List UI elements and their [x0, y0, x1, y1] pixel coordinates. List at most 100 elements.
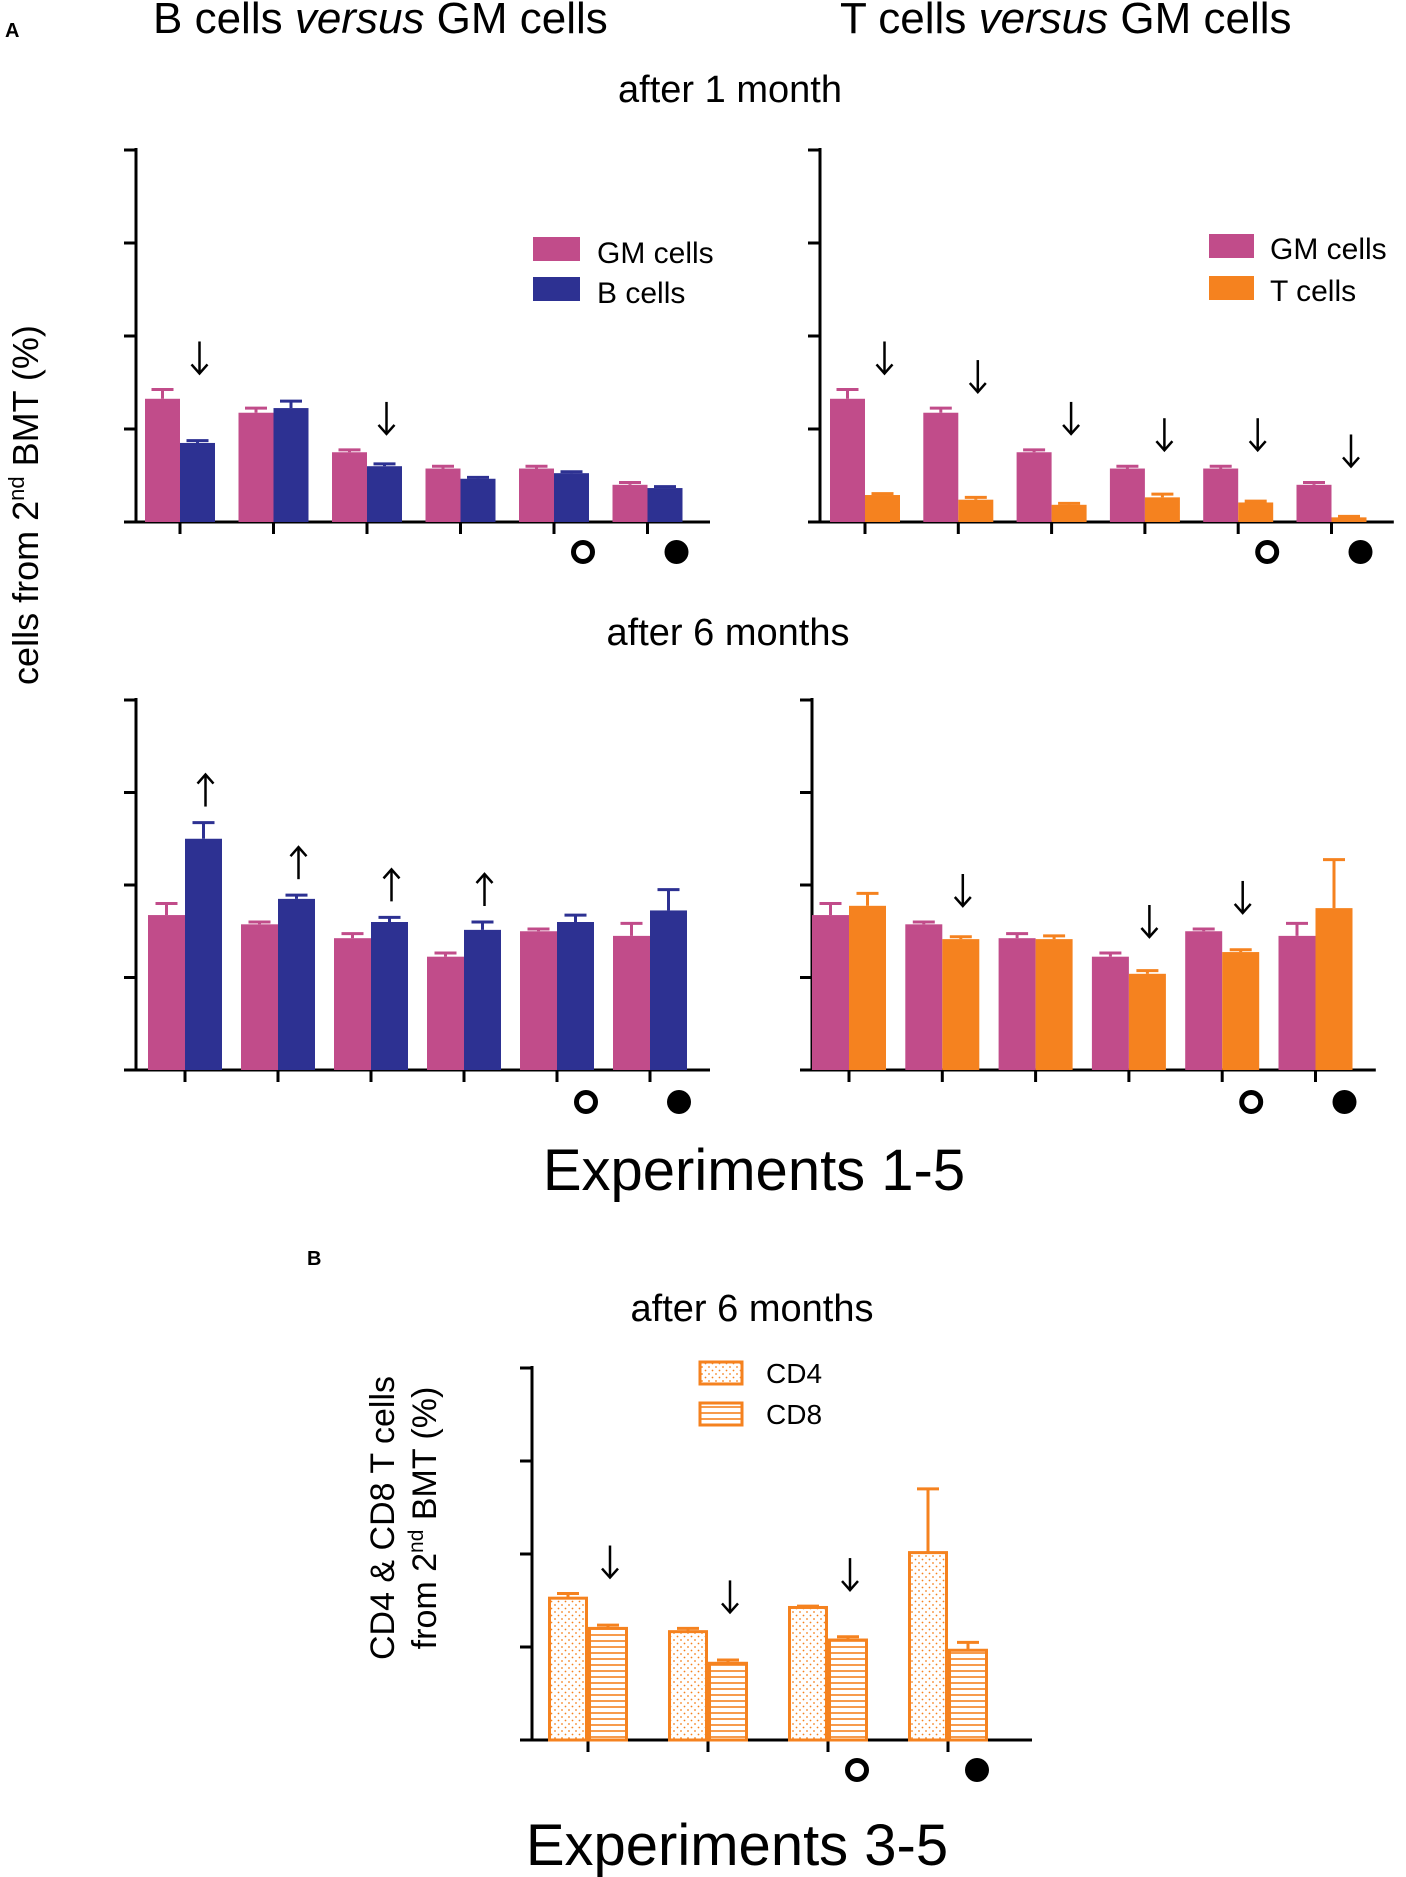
- bar-gm-cells: [425, 468, 461, 522]
- bar-gm-cells: [1109, 468, 1145, 522]
- arrow-down-head: [601, 1567, 619, 1580]
- bar-t-cells: [1238, 502, 1274, 522]
- bar-gm-cells: [1278, 935, 1316, 1070]
- arrow-up-head: [289, 845, 308, 858]
- bar-gm-cells: [148, 915, 185, 1070]
- bar-gm-cells: [334, 938, 371, 1070]
- bar-gm-cells: [923, 412, 959, 522]
- bar-cd4: [668, 1630, 708, 1742]
- bar-gm-cells: [612, 484, 648, 522]
- legend-label-cd4: CD4: [766, 1358, 822, 1389]
- bar-cd8: [588, 1626, 628, 1742]
- bar-gm-cells: [427, 956, 464, 1070]
- bar-t-cells: [958, 499, 994, 522]
- legend-swatch-gm: [1209, 234, 1254, 258]
- legend-label-gm: GM cells: [1270, 233, 1387, 266]
- open-circle-marker: [1255, 540, 1280, 564]
- bar-gm-cells: [812, 915, 849, 1070]
- y-label-b-post: BMT (%): [406, 1387, 444, 1530]
- arrow-down-head: [377, 424, 396, 436]
- title-b-versus-gm: B cells versus GM cells: [153, 0, 608, 43]
- chart-t-cells-1-month: [808, 148, 1394, 564]
- bar-cd8: [708, 1661, 748, 1742]
- subtitle-after-6-months: after 6 months: [607, 612, 850, 654]
- y-label-b-sup: nd: [405, 1530, 428, 1553]
- title-b-right: GM cells: [424, 0, 607, 43]
- arrow-down-head: [953, 896, 972, 908]
- bar-t-cells: [1315, 908, 1353, 1070]
- bar-b-cells: [371, 922, 408, 1070]
- bar-t-cells: [1222, 952, 1260, 1070]
- bar-gm-cells: [905, 924, 943, 1070]
- legend-label-gm: GM cells: [597, 237, 714, 270]
- bar-gm-cells: [613, 935, 650, 1070]
- y-axis-label-b-line2: from 2nd BMT (%): [405, 1387, 444, 1650]
- panel-a-label: A: [5, 20, 19, 42]
- arrow-down-head: [841, 1580, 859, 1592]
- legend-cd4-cd8: CD4 CD8: [698, 1358, 822, 1430]
- bar-cd4: [788, 1605, 828, 1742]
- arrow-down-head: [875, 363, 894, 376]
- y-label-b-pre: from 2: [406, 1553, 444, 1649]
- bar-t-cells: [942, 939, 980, 1070]
- bar-cd8: [948, 1648, 988, 1742]
- bar-b-cells: [464, 929, 501, 1070]
- bar-cd8: [828, 1638, 868, 1742]
- bar-t-cells: [1128, 973, 1166, 1070]
- arrow-down-head: [1062, 424, 1081, 436]
- bar-gm-cells: [1203, 468, 1239, 522]
- open-circle-marker: [571, 540, 595, 564]
- legend-label-b: B cells: [597, 277, 685, 310]
- chart-t-cells-6-months: [800, 698, 1376, 1114]
- arrow-down-head: [190, 363, 209, 376]
- open-circle-marker: [1239, 1090, 1264, 1114]
- bar-b-cells: [557, 922, 594, 1070]
- subtitle-after-6-months-b: after 6 months: [631, 1288, 874, 1330]
- chart-b-cells-1-month: [124, 148, 710, 564]
- legend-swatch-cd8: [698, 1401, 744, 1427]
- chart-cd4-cd8-6-months: [520, 1366, 1032, 1782]
- bar-gm-cells: [145, 398, 180, 522]
- bar-t-cells: [1035, 939, 1073, 1070]
- arrow-down-head: [1248, 440, 1267, 453]
- bar-b-cells: [185, 838, 222, 1070]
- bar-t-cells: [1331, 517, 1367, 522]
- chart-b-cells-6-months: [124, 698, 710, 1114]
- y-label-a-post: BMT (%): [5, 325, 46, 476]
- filled-circle-marker: [1348, 540, 1373, 564]
- title-t-left: T cells: [840, 0, 979, 43]
- legend-label-t: T cells: [1270, 275, 1356, 308]
- x-axis-label-a: Experiments 1-5: [543, 1138, 965, 1203]
- arrow-down-head: [721, 1602, 739, 1615]
- y-label-a-sup: nd: [4, 476, 29, 500]
- bar-t-cells: [1051, 504, 1087, 522]
- arrow-up-head: [196, 772, 215, 785]
- bar-cd4: [908, 1551, 948, 1742]
- bar-gm-cells: [1016, 452, 1052, 522]
- bar-t-cells: [1144, 497, 1180, 522]
- filled-circle-marker: [664, 540, 689, 564]
- title-t-mid: versus: [979, 0, 1109, 43]
- open-circle-marker: [574, 1090, 598, 1114]
- x-axis-label-b: Experiments 3-5: [526, 1813, 948, 1877]
- open-circle-marker: [845, 1758, 869, 1782]
- bar-b-cells: [367, 466, 402, 522]
- filled-circle-marker: [667, 1090, 691, 1114]
- y-label-a-pre: cells from 2: [5, 501, 46, 685]
- arrow-down-head: [968, 382, 987, 394]
- arrow-down-head: [1233, 903, 1252, 915]
- title-b-left: B cells: [153, 0, 295, 43]
- legend-swatch-gm: [533, 237, 580, 261]
- bar-b-cells: [647, 488, 683, 522]
- bar-b-cells: [554, 473, 589, 522]
- title-t-right: GM cells: [1108, 0, 1291, 43]
- bar-b-cells: [278, 898, 315, 1070]
- bar-gm-cells: [241, 924, 278, 1070]
- legend-b-1month: GM cells B cells: [533, 237, 714, 310]
- title-t-versus-gm: T cells versus GM cells: [840, 0, 1292, 43]
- legend-swatch-b: [533, 277, 580, 301]
- arrow-up-head: [475, 872, 494, 884]
- bar-gm-cells: [830, 398, 865, 522]
- title-b-mid: versus: [295, 0, 425, 43]
